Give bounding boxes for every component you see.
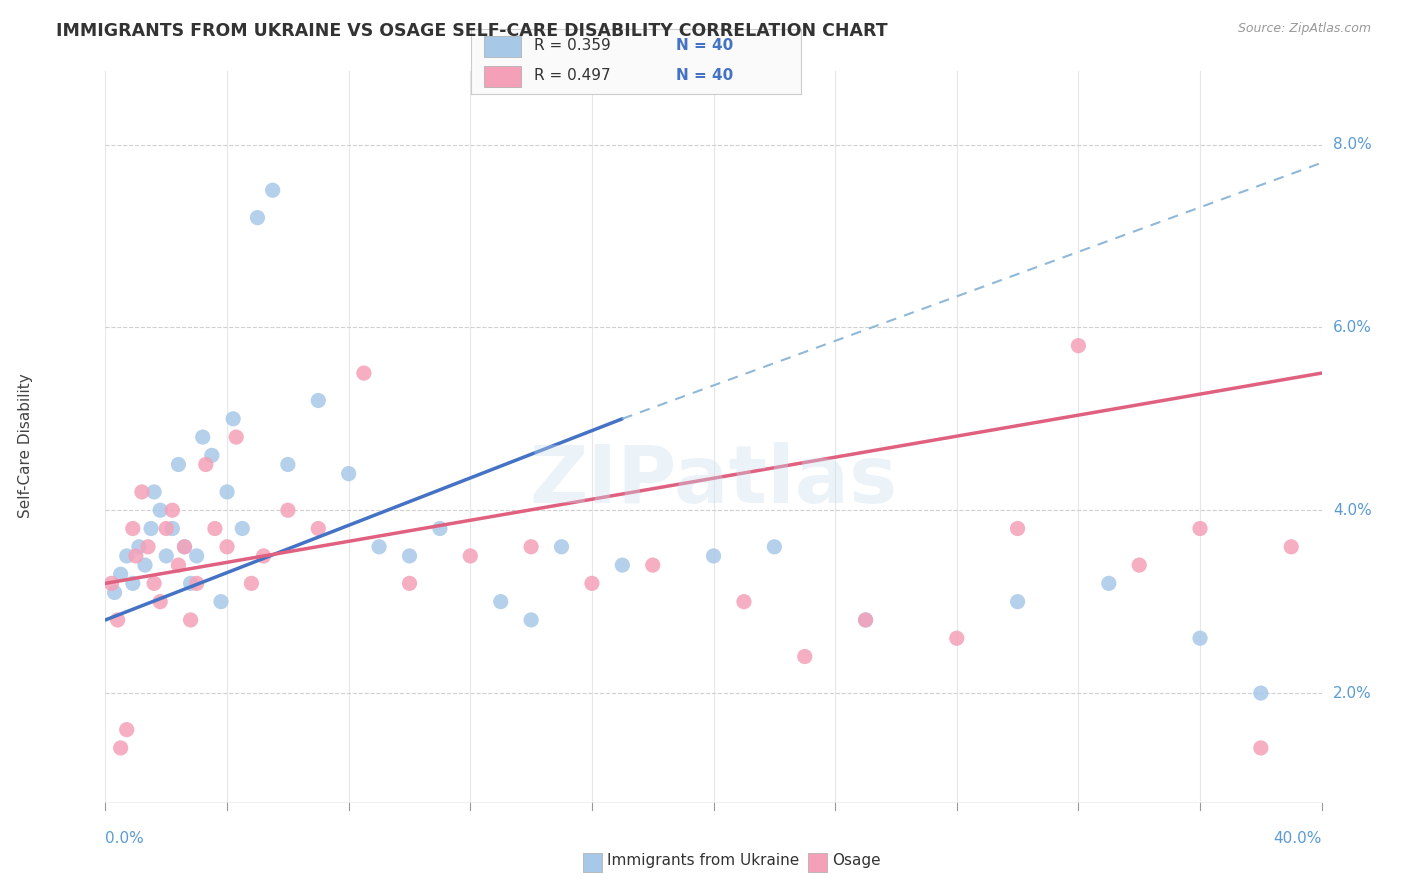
Point — [149, 594, 172, 608]
Point — [173, 540, 195, 554]
Bar — [484, 66, 520, 87]
Text: 0.0%: 0.0% — [105, 831, 145, 846]
Text: 4.0%: 4.0% — [1333, 503, 1372, 517]
Text: R = 0.497: R = 0.497 — [534, 69, 610, 84]
Point — [240, 576, 263, 591]
Point — [162, 503, 184, 517]
Point — [149, 503, 172, 517]
Point — [128, 540, 150, 554]
Point — [134, 558, 156, 573]
Point — [209, 594, 232, 608]
Point — [186, 576, 208, 591]
Point — [231, 521, 253, 535]
Point — [107, 613, 129, 627]
Point — [252, 549, 274, 563]
Text: Self-Care Disability: Self-Care Disability — [18, 374, 32, 518]
Text: 8.0%: 8.0% — [1333, 137, 1372, 152]
Point — [167, 458, 190, 472]
Text: ZIPatlas: ZIPatlas — [530, 442, 897, 520]
Point — [855, 613, 877, 627]
Point — [489, 594, 512, 608]
Bar — [484, 36, 520, 57]
Text: Source: ZipAtlas.com: Source: ZipAtlas.com — [1237, 22, 1371, 36]
Point — [155, 549, 177, 563]
Point — [581, 576, 603, 591]
Point — [855, 613, 877, 627]
Point — [225, 430, 247, 444]
Point — [115, 549, 138, 563]
Text: N = 40: N = 40 — [676, 38, 733, 54]
Point — [143, 485, 166, 500]
Point — [204, 521, 226, 535]
Point — [307, 393, 329, 408]
Point — [246, 211, 269, 225]
Point — [277, 458, 299, 472]
Point — [641, 558, 664, 573]
Point — [262, 183, 284, 197]
Point — [1189, 521, 1212, 535]
Point — [180, 576, 202, 591]
Point — [353, 366, 375, 380]
Point — [1250, 686, 1272, 700]
Point — [121, 521, 143, 535]
Point — [167, 558, 190, 573]
Point — [398, 549, 420, 563]
Point — [1067, 338, 1090, 352]
Point — [307, 521, 329, 535]
Point — [131, 485, 153, 500]
Text: IMMIGRANTS FROM UKRAINE VS OSAGE SELF-CARE DISABILITY CORRELATION CHART: IMMIGRANTS FROM UKRAINE VS OSAGE SELF-CA… — [56, 22, 887, 40]
Point — [217, 485, 239, 500]
Text: R = 0.359: R = 0.359 — [534, 38, 610, 54]
Point — [763, 540, 786, 554]
Point — [1007, 594, 1029, 608]
Point — [173, 540, 195, 554]
Point — [110, 740, 132, 755]
Point — [337, 467, 360, 481]
Point — [100, 576, 122, 591]
Point — [136, 540, 159, 554]
Point — [945, 632, 967, 646]
Point — [429, 521, 451, 535]
Text: N = 40: N = 40 — [676, 69, 733, 84]
Text: Osage: Osage — [832, 854, 882, 868]
Point — [222, 412, 245, 426]
Point — [1189, 632, 1212, 646]
Point — [194, 458, 217, 472]
Point — [520, 613, 543, 627]
Text: Immigrants from Ukraine: Immigrants from Ukraine — [607, 854, 800, 868]
Point — [125, 549, 148, 563]
Point — [398, 576, 420, 591]
Point — [121, 576, 143, 591]
Point — [550, 540, 572, 554]
Point — [139, 521, 162, 535]
Point — [1250, 740, 1272, 755]
Point — [277, 503, 299, 517]
Point — [162, 521, 184, 535]
Text: 2.0%: 2.0% — [1333, 686, 1372, 700]
Point — [201, 449, 224, 463]
Point — [702, 549, 725, 563]
Point — [793, 649, 815, 664]
Text: 6.0%: 6.0% — [1333, 320, 1372, 334]
Point — [110, 567, 132, 582]
Text: 40.0%: 40.0% — [1274, 831, 1322, 846]
Point — [180, 613, 202, 627]
Point — [733, 594, 755, 608]
Point — [520, 540, 543, 554]
Point — [115, 723, 138, 737]
Point — [186, 549, 208, 563]
Point — [612, 558, 634, 573]
Point — [368, 540, 391, 554]
Point — [191, 430, 214, 444]
Point — [458, 549, 481, 563]
Point — [1128, 558, 1150, 573]
Point — [103, 585, 125, 599]
Point — [217, 540, 239, 554]
Point — [155, 521, 177, 535]
Point — [143, 576, 166, 591]
Point — [1007, 521, 1029, 535]
Point — [1098, 576, 1121, 591]
Point — [1279, 540, 1302, 554]
